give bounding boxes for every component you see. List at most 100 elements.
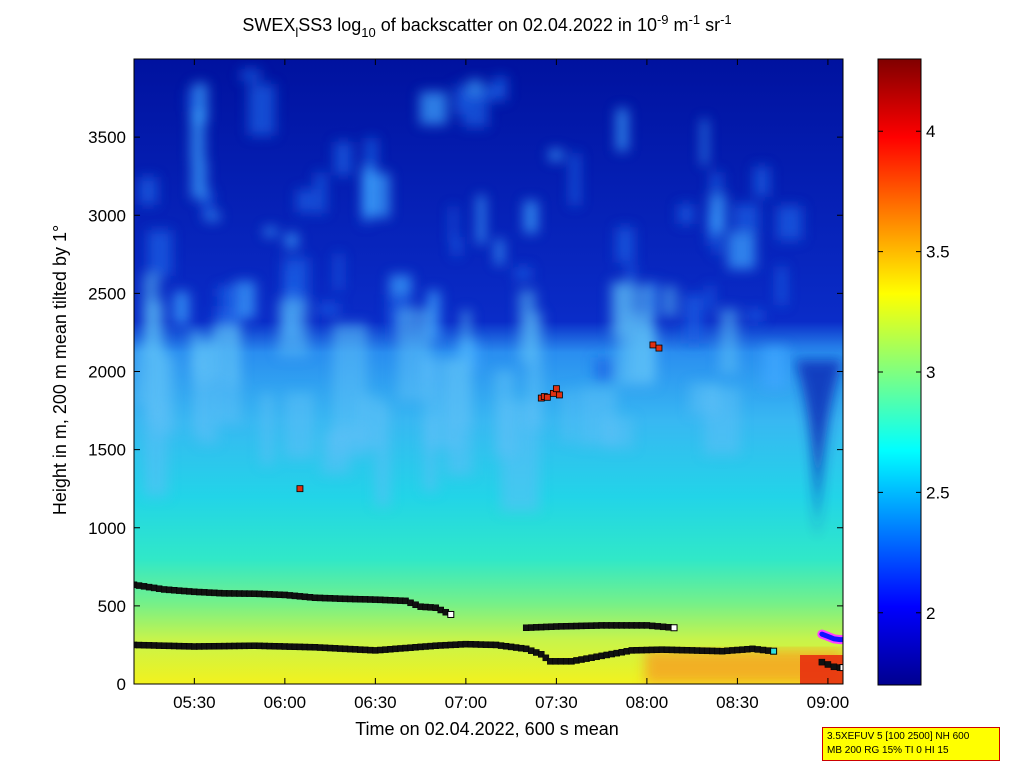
aerosol-blob: [318, 303, 340, 315]
layer-marker: [542, 654, 550, 662]
aerosol-blob: [296, 189, 314, 213]
colorbar: 2 2.5 3 3.5 4: [877, 58, 950, 686]
aerosol-blob: [714, 239, 723, 255]
layer-end-marker: [839, 664, 843, 672]
surface-cloud-core: [819, 631, 843, 643]
layer-marker: [830, 663, 838, 671]
x-tick-label: 06:00: [264, 693, 307, 712]
x-tick-label: 06:30: [354, 693, 397, 712]
aerosol-blob: [747, 309, 764, 322]
x-tick-label: 05:30: [173, 693, 216, 712]
colorbar-tick-label: 2.5: [926, 483, 950, 502]
aerosol-blob: [776, 266, 787, 306]
aerosol-blob: [332, 323, 368, 443]
aerosol-blob: [142, 273, 160, 355]
aerosol-blob: [734, 203, 760, 232]
x-tick-label: 08:00: [626, 693, 669, 712]
aerosol-blob: [190, 111, 205, 161]
aerosol-blob: [204, 212, 220, 221]
aerosol-blob: [578, 387, 617, 446]
y-axis: 0 500 1000 1500 2000 2500 3000 3500: [88, 128, 843, 694]
x-tick-label: 07:00: [445, 693, 488, 712]
aerosol-blob: [334, 141, 352, 176]
aerosol-blob: [514, 267, 532, 280]
cloud-marker: [655, 344, 663, 352]
aerosol-blob: [144, 403, 168, 497]
aerosol-blob: [315, 172, 327, 214]
y-tick-label: 0: [117, 675, 126, 694]
aerosol-blob: [570, 153, 580, 206]
x-axis-label: Time on 02.04.2022, 600 s mean: [355, 719, 619, 739]
dry-intrusion: [795, 360, 843, 540]
info-line-1: 3.5XEFUV 5 [100 2500] NH 600: [827, 731, 970, 742]
aerosol-blob: [460, 310, 471, 429]
aerosol-blob: [762, 347, 788, 389]
aerosol-blob: [375, 404, 391, 507]
aerosol-blob: [701, 119, 708, 166]
aerosol-blob: [187, 89, 198, 112]
aerosol-blob: [706, 285, 714, 311]
aerosol-blob: [708, 193, 726, 234]
aerosol-blob: [389, 274, 412, 295]
aerosol-blob: [192, 354, 204, 435]
aerosol-blob: [548, 149, 563, 161]
layer-marker: [659, 623, 667, 631]
aerosol-blob: [220, 286, 240, 338]
layer-marker: [824, 661, 832, 668]
layer-marker: [643, 622, 651, 629]
cloud-marker: [649, 341, 657, 349]
layer-markers: [134, 341, 843, 672]
colorbar-ticks: 2 2.5 3 3.5 4: [878, 122, 950, 623]
aerosol-blob: [423, 417, 437, 492]
info-line-2: MB 200 RG 15% TI 0 HI 15: [827, 745, 949, 756]
cloud-marker: [543, 393, 551, 401]
aerosol-blob: [215, 325, 241, 424]
aerosol-blob: [362, 173, 390, 218]
aerosol-blob: [776, 205, 803, 241]
aerosol-blob: [684, 294, 704, 344]
aerosol-blob: [495, 239, 504, 265]
aerosol-blob: [419, 91, 448, 125]
aerosol-blob: [283, 257, 309, 309]
y-tick-label: 500: [98, 597, 126, 616]
aerosol-blob: [753, 166, 770, 197]
aerosol-blob: [689, 383, 721, 415]
aerosol-blobs: [134, 69, 803, 512]
layer-marker: [818, 658, 826, 666]
aerosol-blob: [260, 393, 274, 465]
aerosol-blob: [138, 176, 158, 205]
aerosol-blob: [500, 401, 540, 512]
y-tick-label: 3000: [88, 206, 126, 225]
colorbar-scale: [877, 58, 922, 686]
colorbar-tick-label: 3.5: [926, 243, 950, 262]
aerosol-blob: [484, 84, 501, 100]
aerosol-blob: [616, 108, 629, 152]
x-axis: 05:30 06:00 06:30 07:00 07:30 08:00 08:30 09:00: [173, 59, 849, 712]
aerosol-blob: [467, 79, 483, 96]
layer-marker: [654, 623, 662, 630]
heatmap-field: [134, 59, 843, 684]
aerosol-blob: [594, 357, 614, 381]
cloud-marker: [552, 385, 560, 393]
x-tick-label: 09:00: [807, 693, 850, 712]
aerosol-blob: [452, 237, 461, 257]
aerosol-blob: [523, 200, 538, 234]
y-axis-label: Height in m, 200 m mean tilted by 1°: [50, 225, 70, 515]
aerosol-blob: [662, 285, 677, 318]
aerosol-blob: [191, 160, 207, 199]
layer-marker: [538, 651, 545, 658]
aerosol-blob: [240, 69, 261, 82]
aerosol-blob: [454, 84, 467, 115]
aerosol-blob: [390, 318, 401, 342]
cloud-marker: [556, 391, 563, 399]
y-tick-label: 1500: [88, 441, 126, 460]
layer-marker: [649, 622, 656, 630]
y-tick-label: 1000: [88, 519, 126, 538]
aerosol-blob: [635, 327, 657, 381]
aerosol-blob: [450, 206, 457, 243]
aerosol-blob: [397, 308, 432, 401]
aerosol-blob: [626, 264, 636, 283]
aerosol-blob: [173, 291, 190, 325]
layer-end-marker: [770, 647, 778, 655]
